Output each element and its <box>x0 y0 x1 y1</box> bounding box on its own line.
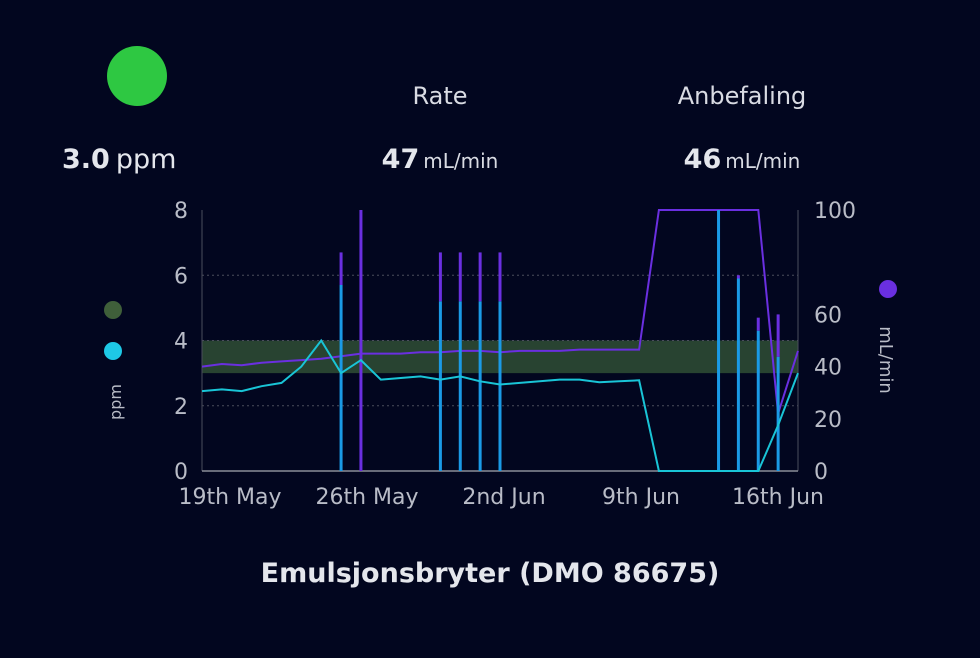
x-tick-label: 19th May <box>178 485 281 510</box>
y-left-axis-label: ppm <box>106 384 125 420</box>
y-right-tick-label: 60 <box>814 303 842 328</box>
status-indicator-dot <box>107 46 167 106</box>
y-right-tick-label: 100 <box>814 199 856 224</box>
recommendation-unit: mL/min <box>725 149 801 173</box>
ppm-metric: 3.0 ppm <box>62 144 176 175</box>
y-right-axis-label: mL/min <box>875 326 896 394</box>
y-left-tick-label: 4 <box>174 330 188 355</box>
y-left-tick-label: 2 <box>174 395 188 420</box>
ppm-unit: ppm <box>115 144 177 175</box>
y-right-tick-label: 20 <box>814 408 842 433</box>
ppm-value: 3.0 <box>62 144 110 175</box>
x-tick-label: 9th Jun <box>602 485 680 510</box>
recommendation-value: 46 <box>683 144 722 175</box>
rate-value: 47 <box>381 144 420 175</box>
rate-label: Rate <box>412 82 468 110</box>
legend-dot-ppm <box>104 342 122 360</box>
series-line-ppm <box>201 338 799 472</box>
x-tick-label: 2nd Jun <box>462 485 545 510</box>
recommendation-metric: Anbefaling 46 mL/min <box>642 82 842 175</box>
x-tick-label: 16th Jun <box>732 485 824 510</box>
series-line-rate <box>201 209 799 414</box>
legend-dot-target-band <box>104 301 122 319</box>
legend-dot-rate <box>879 280 897 298</box>
chart-title: Emulsjonsbryter (DMO 86675) <box>260 558 720 589</box>
y-right-tick-label: 40 <box>814 356 842 381</box>
y-right-tick-label: 0 <box>814 460 828 485</box>
y-left-tick-label: 6 <box>174 264 188 289</box>
y-left-tick-label: 8 <box>174 199 188 224</box>
y-left-tick-label: 0 <box>174 460 188 485</box>
recommendation-label: Anbefaling <box>677 82 807 110</box>
rate-metric: Rate 47 mL/min <box>340 82 540 175</box>
x-tick-label: 26th May <box>315 485 418 510</box>
rate-unit: mL/min <box>423 149 499 173</box>
